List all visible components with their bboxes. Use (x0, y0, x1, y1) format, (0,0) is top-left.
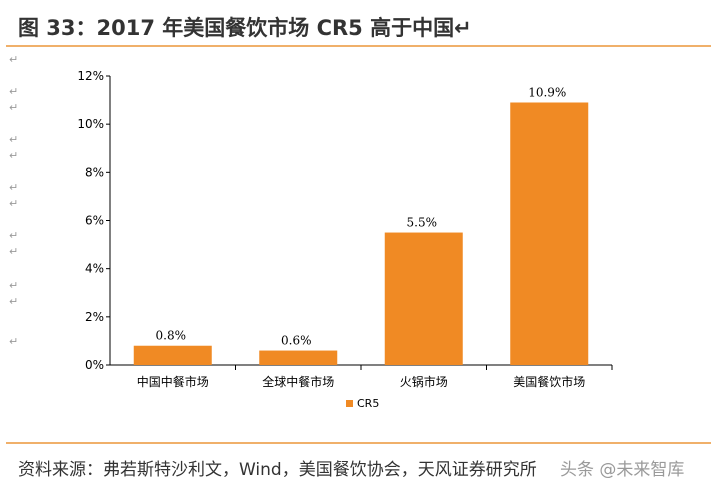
y-tick-label: 4% (85, 262, 104, 276)
category-label: 全球中餐市场 (262, 374, 334, 389)
legend-swatch (346, 400, 353, 407)
bar (259, 350, 338, 365)
data-label: 0.6% (281, 334, 312, 348)
y-tick-label: 10% (77, 117, 104, 131)
category-label: 中国中餐市场 (137, 374, 209, 389)
legend-label: CR5 (357, 397, 379, 410)
figure-title: 图 33：2017 年美国餐饮市场 CR5 高于中国↵ (18, 16, 472, 40)
data-label: 0.8% (156, 329, 187, 343)
source-divider (6, 442, 711, 444)
title-divider (6, 45, 711, 47)
bar (384, 232, 463, 365)
y-tick-label: 0% (85, 358, 104, 372)
data-label: 10.9% (528, 85, 566, 99)
y-tick-label: 8% (85, 165, 104, 179)
cr5-bar-chart: 0% 2% 4% 6% 8% 10% 12% 0.8% 中国中餐市场 0.6% 全球中餐市场 5.5%… (77, 69, 613, 410)
y-tick-label: 12% (77, 69, 104, 83)
bar (510, 102, 589, 365)
category-label: 火锅市场 (400, 374, 448, 389)
source-note: 资料来源：弗若斯特沙利文，Wind，美国餐饮协会，天风证券研究所 (18, 460, 537, 480)
data-label: 5.5% (407, 216, 438, 230)
bar (133, 345, 212, 365)
y-tick-label: 2% (85, 310, 104, 324)
watermark: 头条 @未来智库 (560, 460, 685, 480)
y-tick-label: 6% (85, 214, 104, 228)
category-label: 美国餐饮市场 (513, 374, 585, 389)
